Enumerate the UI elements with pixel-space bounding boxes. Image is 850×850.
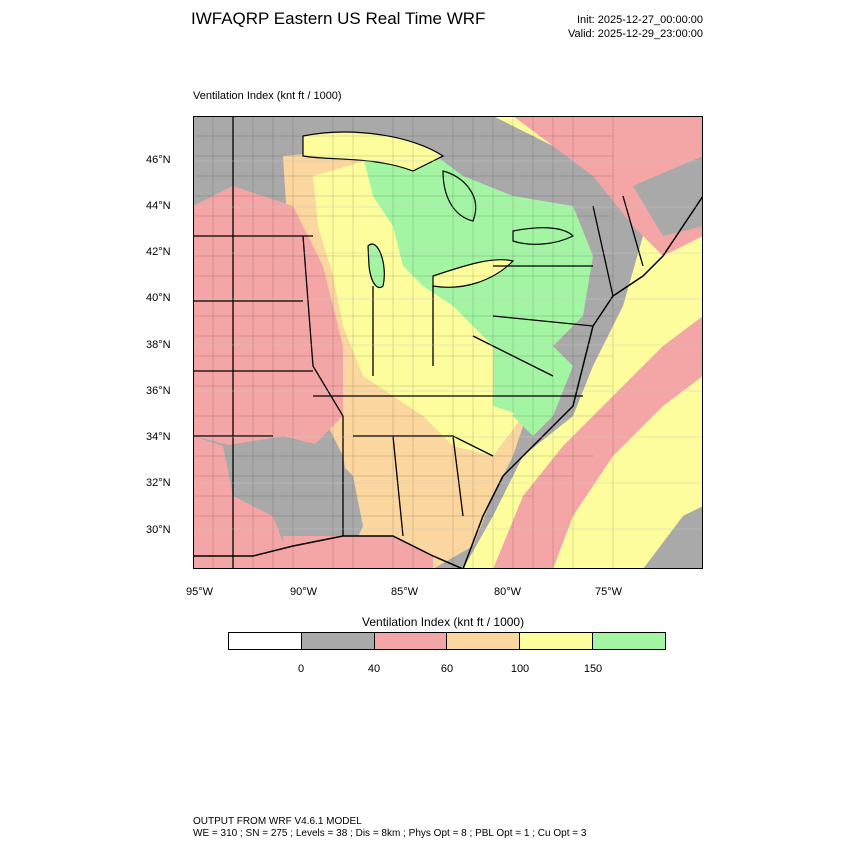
lon-label-80: 80°W — [494, 586, 522, 598]
lon-label-85: 85°W — [391, 586, 419, 598]
lat-label-44: 44°N — [146, 200, 171, 212]
colorbar-label-100: 100 — [510, 663, 530, 675]
region-midwest-yellow — [313, 156, 523, 456]
lon-label-95: 95°W — [186, 586, 214, 598]
colorbar-title: Ventilation Index (knt ft / 1000) — [362, 615, 525, 629]
lat-label-40: 40°N — [146, 292, 171, 304]
lon-label-75: 75°W — [595, 586, 623, 598]
graticule — [193, 160, 703, 530]
colorbar-bin-orange — [447, 633, 521, 649]
region-gulf-pink — [283, 536, 433, 569]
field-label: Ventilation Index (knt ft / 1000) — [193, 90, 342, 102]
map-title: IWFAQRP Eastern US Real Time WRF — [191, 9, 486, 28]
footer-line-1: OUTPUT FROM WRF V4.6.1 MODEL — [193, 816, 362, 827]
model-footer: OUTPUT FROM WRF V4.6.1 MODEL WE = 310 ; … — [193, 816, 586, 840]
region-atlantic-gray-se — [643, 506, 703, 569]
region-maine-gray — [633, 156, 703, 236]
colorbar-bin-green — [593, 633, 665, 649]
lat-label-42: 42°N — [146, 246, 171, 258]
map-frame — [193, 116, 703, 569]
valid-time: Valid: 2025-12-29_23:00:00 — [568, 28, 703, 40]
colorbar-label-0: 0 — [297, 663, 305, 675]
region-west-pink — [193, 186, 343, 456]
lake-michigan — [367, 243, 385, 289]
lat-label-32: 32°N — [146, 477, 171, 489]
colorbar-label-60: 60 — [440, 663, 454, 675]
colorbar-label-40: 40 — [367, 663, 381, 675]
lat-label-30: 30°N — [146, 524, 171, 536]
lat-label-46: 46°N — [146, 154, 171, 166]
init-time: Init: 2025-12-27_00:00:00 — [577, 14, 703, 26]
region-atlantic-yellow-se — [573, 416, 703, 569]
init-valid-times: Init: 2025-12-27_00:00:00 Valid: 2025-12… — [568, 13, 703, 41]
atlantic-coastline — [462, 195, 703, 569]
ventilation-index-map — [193, 116, 703, 569]
lat-label-34: 34°N — [146, 431, 171, 443]
colorbar-bin-yellow — [520, 633, 594, 649]
colorbar-bin-pink — [374, 633, 448, 649]
region-atlantic-pink — [493, 316, 703, 569]
lat-label-36: 36°N — [146, 385, 171, 397]
footer-line-2: WE = 310 ; SN = 275 ; Levels = 38 ; Dis … — [193, 828, 587, 839]
colorbar-bin-gray — [301, 633, 375, 649]
colorbar-label-150: 150 — [583, 663, 603, 675]
lat-label-38: 38°N — [146, 339, 171, 351]
colorbar — [228, 632, 666, 650]
lon-label-90: 90°W — [290, 586, 318, 598]
county-grid — [193, 116, 614, 569]
colorbar-bin-white — [229, 633, 302, 649]
